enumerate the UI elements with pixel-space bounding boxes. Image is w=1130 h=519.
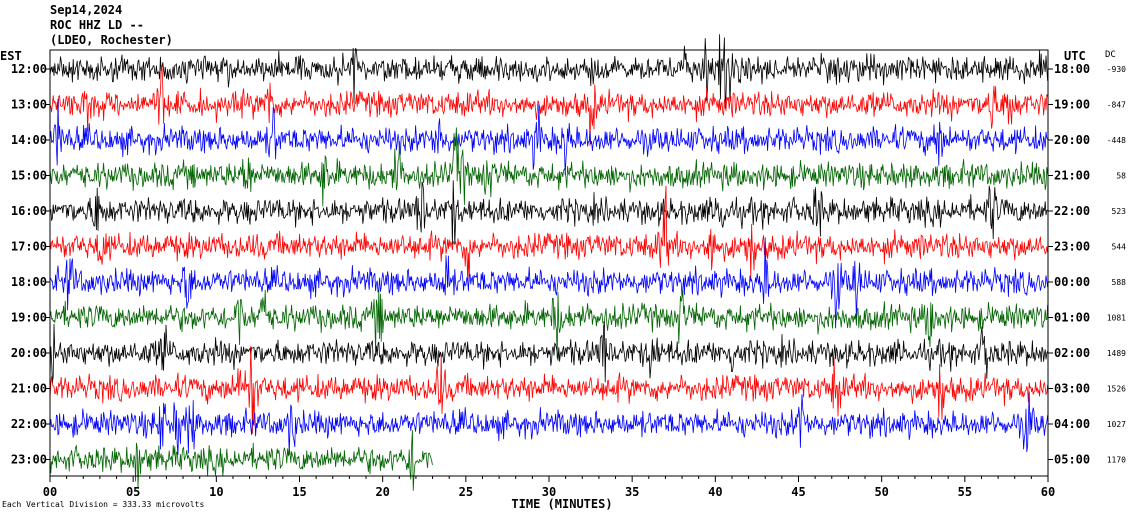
trace-1200 [49, 34, 1048, 109]
est-hour-label: 19:00 [11, 311, 47, 325]
dc-offset-value: -930 [1107, 65, 1126, 74]
dc-offset-value: 523 [1112, 207, 1127, 216]
utc-hour-label: 01:00 [1054, 311, 1090, 325]
trace-1900 [49, 289, 1048, 359]
dc-offset-value: 1027 [1107, 420, 1126, 429]
est-hour-label: 22:00 [11, 417, 47, 431]
trace-2000 [49, 321, 1048, 384]
est-hour-label: 17:00 [11, 240, 47, 254]
minute-tick-label: 05 [126, 485, 140, 499]
est-hour-label: 16:00 [11, 204, 47, 218]
est-axis-label: EST [0, 49, 22, 63]
utc-hour-label: 21:00 [1054, 169, 1090, 183]
utc-hour-label: 04:00 [1054, 417, 1090, 431]
vertical-scale-note: Each Vertical Division = 333.33 microvol… [2, 500, 205, 509]
minute-tick-label: 45 [791, 485, 805, 499]
trace-1700 [49, 185, 1048, 283]
trace-1500 [49, 127, 1048, 207]
dc-axis-label: DC [1105, 50, 1116, 60]
minute-tick-label: 25 [459, 485, 473, 499]
trace-1800 [49, 237, 1048, 329]
dc-offset-value: -448 [1107, 136, 1126, 145]
dc-offset-value: 1489 [1107, 349, 1126, 358]
header-network: (LDEO, Rochester) [50, 33, 173, 47]
dc-offset-value: 1081 [1107, 314, 1126, 323]
est-hour-label: 14:00 [11, 133, 47, 147]
utc-hour-label: 00:00 [1054, 275, 1090, 289]
minute-tick-label: 35 [625, 485, 639, 499]
utc-hour-label: 20:00 [1054, 133, 1090, 147]
trace-2200 [49, 391, 1048, 456]
minute-tick-label: 55 [958, 485, 972, 499]
minute-tick-label: 40 [708, 485, 722, 499]
trace-2300 [49, 430, 433, 491]
seismic-traces [49, 34, 1048, 491]
est-hour-label: 21:00 [11, 382, 47, 396]
utc-hour-label: 18:00 [1054, 62, 1090, 76]
est-hour-label: 20:00 [11, 346, 47, 360]
minute-tick-label: 00 [43, 485, 57, 499]
minute-tick-label: 20 [375, 485, 389, 499]
est-hour-label: 18:00 [11, 275, 47, 289]
dc-offset-value: 1170 [1107, 456, 1126, 465]
dc-offset-value: 544 [1112, 243, 1127, 252]
trace-1300 [49, 64, 1048, 146]
utc-hour-label: 02:00 [1054, 346, 1090, 360]
header-station: ROC HHZ LD -- [50, 18, 144, 32]
est-hour-label: 15:00 [11, 169, 47, 183]
trace-1400 [49, 98, 1048, 176]
dc-offset-value: 588 [1112, 278, 1127, 287]
est-hour-label: 23:00 [11, 453, 47, 467]
minute-tick-label: 60 [1041, 485, 1055, 499]
minute-tick-label: 30 [542, 485, 556, 499]
minute-ticks: 00 05 10 15 20 25 30 35 40 45 50 55 60 [43, 476, 1055, 499]
minute-tick-label: 50 [874, 485, 888, 499]
utc-axis-label: UTC [1064, 49, 1086, 63]
utc-hour-label: 05:00 [1054, 453, 1090, 467]
minute-tick-label: 15 [292, 485, 306, 499]
utc-hour-label: 19:00 [1054, 98, 1090, 112]
utc-hour-label: 23:00 [1054, 240, 1090, 254]
dc-offset-value: 58 [1116, 172, 1126, 181]
utc-hour-label: 22:00 [1054, 204, 1090, 218]
plot-frame [49, 49, 1049, 477]
est-hour-label: 12:00 [11, 62, 47, 76]
dc-offset-value: 1526 [1107, 385, 1126, 394]
trace-2100 [49, 346, 1048, 434]
x-axis-title: TIME (MINUTES) [511, 497, 612, 511]
utc-hour-label: 03:00 [1054, 382, 1090, 396]
hour-ticks: 12:00 18:00 -930 13:00 19:00 -847 14:00 20:00 -4… [11, 62, 1126, 467]
dc-offset-value: -847 [1107, 101, 1126, 110]
minute-tick-label: 10 [209, 485, 223, 499]
header-date: Sep14,2024 [50, 3, 123, 17]
trace-1600 [49, 180, 1048, 245]
est-hour-label: 13:00 [11, 98, 47, 112]
